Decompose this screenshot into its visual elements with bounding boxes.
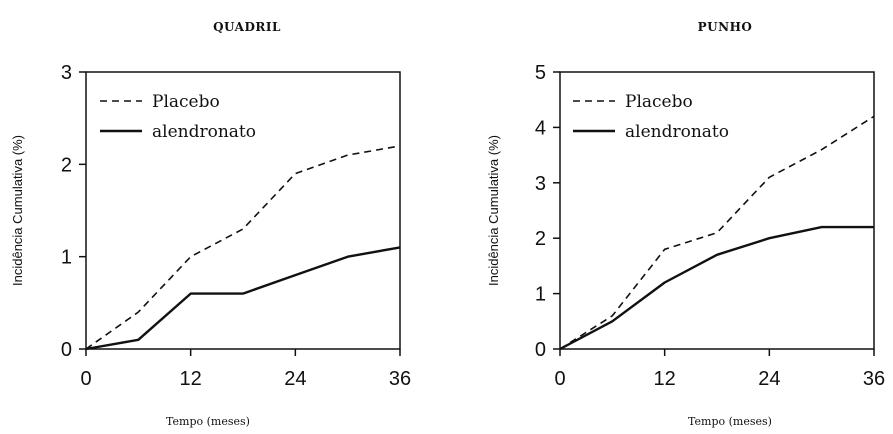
x-axis-label: Tempo (meses) [166,415,250,428]
x-tick-label: 0 [554,368,565,390]
x-tick-label: 12 [654,368,676,390]
y-tick-label: 2 [61,154,72,176]
x-tick-label: 24 [758,368,780,390]
series-line-alendronato [559,225,874,351]
x-tick-label: 0 [80,368,91,390]
y-axis-label: Incidência Cumulativa (%) [486,135,501,286]
legend-label: alendronato [152,122,256,142]
x-axis-label: Tempo (meses) [688,415,772,428]
y-tick-label: 3 [535,173,546,195]
series-line-placebo [85,145,401,350]
chart-title: PUNHO [698,20,753,34]
plot-frame [559,71,875,350]
y-tick-label: 0 [535,339,546,361]
x-tick-label: 12 [180,368,202,390]
legend-label: alendronato [625,122,729,142]
y-tick-label: 1 [535,284,546,306]
legend-label: Placebo [625,92,693,112]
y-tick-label: 5 [535,62,546,84]
y-tick-label: 4 [535,117,546,139]
plot-frame [85,71,401,350]
y-tick-label: 1 [61,247,72,269]
legend-label: Placebo [152,92,220,112]
series-line-alendronato [85,246,401,351]
series-line-placebo [559,115,875,350]
x-tick-label: 36 [389,368,411,390]
y-tick-label: 0 [61,339,72,361]
chart-title: QUADRIL [213,20,281,34]
y-tick-label: 2 [535,228,546,250]
x-tick-label: 36 [863,368,885,390]
y-axis-label: Incidência Cumulativa (%) [10,135,25,286]
y-tick-label: 3 [61,62,72,84]
x-tick-label: 24 [284,368,306,390]
